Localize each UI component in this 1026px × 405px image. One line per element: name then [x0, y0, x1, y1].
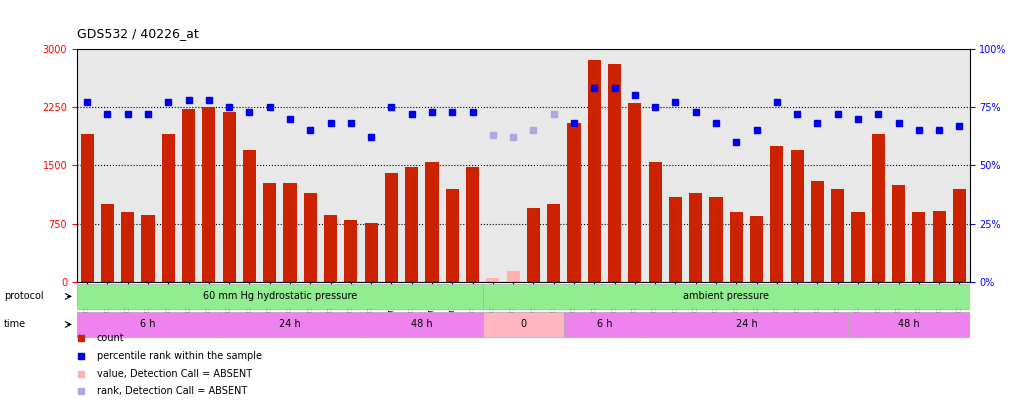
Bar: [445, 189, 459, 282]
Bar: [648, 162, 662, 282]
Text: count: count: [96, 333, 124, 343]
Bar: [182, 109, 195, 282]
Bar: [588, 60, 601, 282]
Bar: [852, 212, 865, 282]
Bar: [77, 284, 482, 309]
Bar: [482, 312, 564, 337]
Bar: [482, 284, 970, 309]
Bar: [219, 312, 361, 337]
Bar: [689, 193, 702, 282]
Bar: [709, 197, 722, 282]
Bar: [486, 279, 500, 282]
Bar: [645, 312, 847, 337]
Bar: [912, 212, 925, 282]
Text: ambient pressure: ambient pressure: [683, 291, 770, 301]
Text: rank, Detection Call = ABSENT: rank, Detection Call = ABSENT: [96, 386, 247, 396]
Text: time: time: [4, 320, 27, 329]
Bar: [771, 146, 784, 282]
Text: value, Detection Call = ABSENT: value, Detection Call = ABSENT: [96, 369, 251, 379]
Bar: [385, 173, 398, 282]
Bar: [892, 185, 905, 282]
Bar: [526, 208, 540, 282]
Text: percentile rank within the sample: percentile rank within the sample: [96, 351, 262, 361]
Text: protocol: protocol: [4, 291, 44, 301]
Bar: [304, 193, 317, 282]
Text: 24 h: 24 h: [279, 319, 301, 329]
Text: 60 mm Hg hydrostatic pressure: 60 mm Hg hydrostatic pressure: [203, 291, 357, 301]
Bar: [101, 205, 114, 282]
Bar: [364, 223, 378, 282]
Bar: [628, 103, 641, 282]
Bar: [791, 150, 803, 282]
Bar: [847, 312, 970, 337]
Bar: [405, 167, 419, 282]
Text: 6 h: 6 h: [141, 319, 156, 329]
Text: 0: 0: [520, 319, 526, 329]
Bar: [608, 64, 621, 282]
Bar: [345, 220, 357, 282]
Bar: [243, 150, 255, 282]
Bar: [466, 167, 479, 282]
Bar: [283, 183, 297, 282]
Text: 6 h: 6 h: [597, 319, 613, 329]
Bar: [162, 134, 174, 282]
Bar: [953, 189, 966, 282]
Bar: [121, 212, 134, 282]
Bar: [223, 113, 236, 282]
Bar: [831, 189, 844, 282]
Text: 48 h: 48 h: [411, 319, 433, 329]
Bar: [564, 312, 645, 337]
Bar: [361, 312, 482, 337]
Bar: [933, 211, 946, 282]
Bar: [426, 162, 438, 282]
Bar: [507, 271, 520, 282]
Text: 24 h: 24 h: [736, 319, 757, 329]
Bar: [567, 123, 581, 282]
Text: GDS532 / 40226_at: GDS532 / 40226_at: [77, 28, 199, 40]
Bar: [263, 183, 276, 282]
Bar: [669, 197, 682, 282]
Bar: [811, 181, 824, 282]
Bar: [80, 134, 93, 282]
Bar: [729, 212, 743, 282]
Bar: [750, 216, 763, 282]
Bar: [324, 215, 338, 282]
Text: 48 h: 48 h: [898, 319, 919, 329]
Bar: [872, 134, 884, 282]
Bar: [547, 205, 560, 282]
Bar: [142, 215, 155, 282]
Bar: [202, 107, 215, 282]
Bar: [77, 312, 219, 337]
